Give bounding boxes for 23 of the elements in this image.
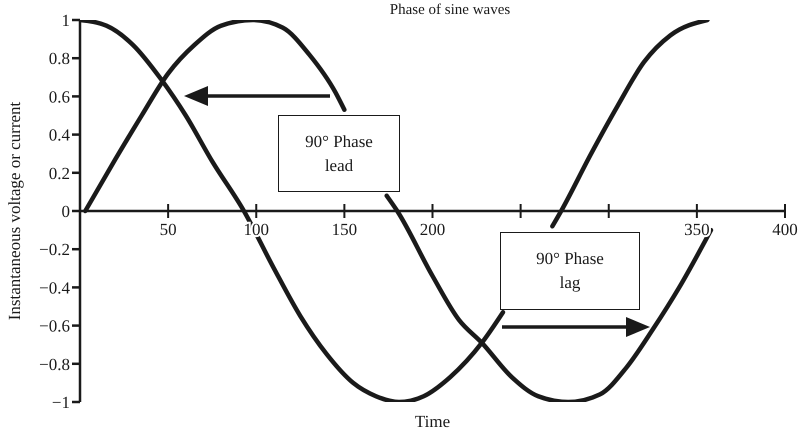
y-tick-label: 0.8 bbox=[48, 49, 70, 68]
y-tick-label: −0.8 bbox=[39, 354, 70, 374]
x-axis-title: Time bbox=[414, 412, 450, 429]
annotation: 90° Phase lead bbox=[305, 130, 373, 176]
x-tick-label: 200 bbox=[420, 220, 446, 239]
y-tick-label: 0 bbox=[62, 202, 70, 222]
y-tick-label: −1 bbox=[52, 393, 70, 412]
y-axis-title: Instantaneous voltage or current bbox=[5, 101, 24, 320]
annotation: 90° Phase lag bbox=[535, 248, 605, 294]
y-tick-label: 0.4 bbox=[48, 126, 70, 145]
y-tick-label: 0.6 bbox=[48, 87, 70, 106]
chart-title: Phase of sine waves bbox=[390, 2, 510, 18]
y-tick-label: −0.4 bbox=[39, 278, 70, 298]
y-tick-label: 0.2 bbox=[48, 164, 70, 183]
x-tick-label: 50 bbox=[160, 220, 177, 239]
note-box: 90° Phase lag bbox=[500, 232, 640, 310]
x-tick-label: 350 bbox=[684, 220, 710, 239]
y-tick-label: −0.6 bbox=[39, 316, 70, 336]
y-tick-label: −0.2 bbox=[39, 240, 70, 260]
x-tick-label: 400 bbox=[772, 220, 798, 239]
x-tick-label: 150 bbox=[332, 220, 358, 239]
note-box: 90° Phase lead bbox=[278, 115, 400, 192]
y-tick-label: 1 bbox=[62, 11, 70, 30]
